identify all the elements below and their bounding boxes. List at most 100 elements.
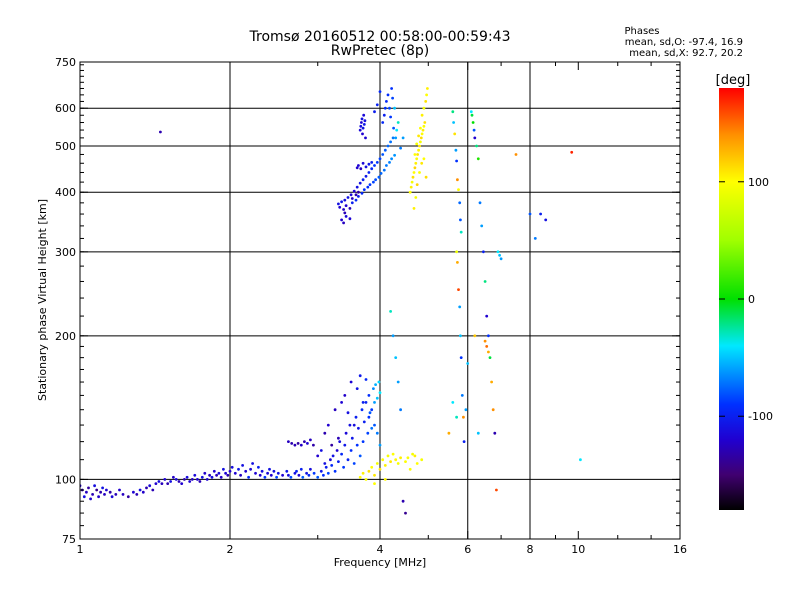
data-point — [326, 423, 330, 427]
data-point — [386, 93, 390, 97]
data-point — [361, 126, 365, 130]
data-point — [121, 493, 125, 496]
data-point — [399, 408, 402, 412]
data-point — [378, 443, 382, 447]
data-point — [417, 134, 420, 138]
data-point — [323, 431, 327, 435]
data-point — [456, 261, 459, 264]
data-point — [357, 195, 360, 198]
data-point — [331, 454, 335, 458]
data-point — [422, 157, 426, 161]
data-point — [222, 467, 225, 471]
data-point — [473, 136, 477, 140]
data-point — [374, 178, 377, 182]
data-point — [358, 128, 362, 132]
data-point — [528, 212, 532, 216]
data-point — [415, 462, 419, 465]
data-point — [360, 191, 364, 195]
data-point — [392, 126, 395, 130]
data-point — [359, 167, 363, 171]
data-point — [254, 471, 257, 475]
data-point — [453, 132, 457, 136]
data-point — [370, 465, 374, 469]
data-point — [233, 471, 237, 475]
data-point — [348, 217, 352, 221]
y-tick-label: 75 — [62, 533, 76, 546]
data-point — [269, 473, 273, 477]
data-point — [470, 113, 474, 117]
data-point — [105, 488, 108, 492]
data-point — [425, 93, 428, 97]
data-point — [198, 480, 202, 483]
data-point — [381, 153, 385, 156]
data-point — [457, 188, 460, 192]
data-point — [196, 478, 199, 481]
data-point — [260, 469, 264, 473]
data-point — [224, 471, 228, 475]
data-point — [413, 454, 417, 458]
data-point — [413, 153, 417, 156]
data-point — [272, 469, 276, 473]
data-point — [285, 469, 289, 473]
data-point — [355, 185, 359, 189]
data-point — [378, 467, 382, 471]
data-point — [401, 136, 405, 140]
data-point — [343, 211, 347, 215]
data-point — [359, 124, 363, 128]
data-point — [389, 310, 392, 313]
data-point — [333, 469, 337, 473]
data-point — [358, 374, 362, 378]
data-point — [290, 442, 294, 445]
data-point — [399, 146, 402, 150]
data-point — [180, 482, 184, 485]
data-point — [337, 460, 340, 463]
data-point — [323, 462, 327, 465]
data-point — [420, 458, 424, 462]
data-point — [389, 460, 392, 463]
data-point — [476, 431, 480, 435]
data-point — [355, 443, 359, 447]
data-point — [217, 471, 221, 475]
data-point — [368, 411, 372, 415]
data-point — [95, 488, 99, 492]
data-point — [103, 493, 106, 496]
data-point — [422, 124, 426, 128]
data-point — [118, 488, 121, 492]
data-point — [361, 178, 365, 182]
data-point — [249, 467, 253, 471]
data-point — [344, 204, 348, 208]
colorbar-ticks: 100 0 -100 — [719, 176, 773, 423]
data-point — [343, 394, 347, 397]
data-point — [141, 490, 145, 494]
data-point — [138, 488, 142, 492]
data-point — [237, 467, 240, 471]
data-point — [375, 396, 379, 400]
data-point — [413, 166, 417, 170]
data-point — [287, 473, 290, 477]
data-point — [452, 121, 455, 124]
grid-lines — [80, 62, 680, 539]
data-point — [166, 482, 170, 485]
data-point — [394, 356, 398, 359]
data-point — [483, 339, 487, 343]
data-point — [352, 462, 356, 465]
data-point — [160, 482, 164, 485]
data-point — [378, 157, 382, 161]
data-point — [539, 212, 542, 216]
data-point — [343, 443, 347, 447]
data-point — [355, 166, 359, 170]
data-point — [99, 490, 102, 494]
data-point — [379, 172, 383, 175]
chart-subtitle: RwPretec (8p) — [331, 43, 429, 59]
data-point — [408, 467, 412, 471]
data-point — [281, 473, 284, 477]
data-point — [391, 452, 395, 456]
data-point — [395, 128, 399, 132]
data-point — [459, 230, 463, 234]
data-point — [108, 490, 112, 494]
data-point — [363, 119, 367, 123]
data-point — [388, 161, 391, 164]
data-point — [367, 415, 371, 419]
data-point — [354, 193, 358, 197]
data-point — [163, 478, 167, 481]
